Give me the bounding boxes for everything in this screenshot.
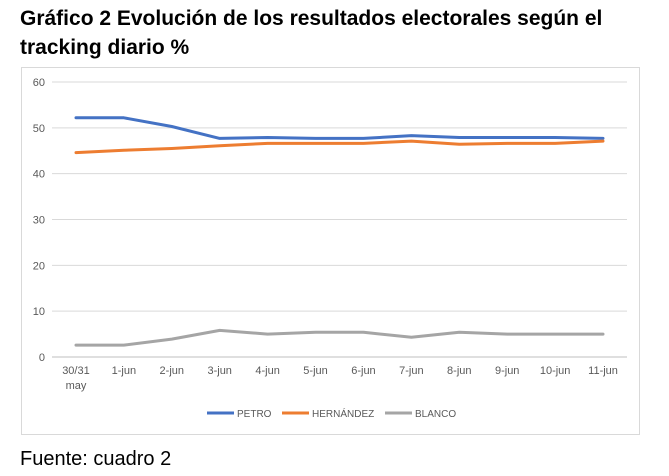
legend-label: HERNÁNDEZ bbox=[312, 407, 374, 420]
y-tick-label: 40 bbox=[33, 169, 45, 181]
y-tick-label: 60 bbox=[33, 77, 45, 89]
x-tick-label: 1-jun bbox=[112, 365, 136, 377]
legend-label: BLANCO bbox=[415, 409, 456, 420]
y-tick-label: 30 bbox=[33, 215, 45, 227]
x-tick-label: 6-jun bbox=[351, 365, 375, 377]
x-tick-label: 10-jun bbox=[540, 365, 571, 377]
x-tick-label: 30/31 may bbox=[62, 365, 90, 392]
x-tick-label: 3-jun bbox=[207, 365, 231, 377]
y-tick-label: 10 bbox=[33, 306, 45, 318]
series-line-hernández bbox=[74, 139, 605, 155]
series-line-petro bbox=[74, 116, 605, 140]
x-tick-label: 8-jun bbox=[447, 365, 471, 377]
x-tick-label: 11-jun bbox=[588, 365, 618, 377]
x-tick-label: 7-jun bbox=[399, 365, 423, 377]
x-tick-label: 9-jun bbox=[495, 365, 519, 377]
legend-label: PETRO bbox=[237, 409, 272, 420]
chart-title: Gráfico 2 Evolución de los resultados el… bbox=[20, 7, 603, 59]
y-tick-label: 20 bbox=[33, 260, 45, 272]
series-line-blanco bbox=[74, 328, 605, 347]
y-tick-label: 50 bbox=[33, 123, 45, 135]
y-tick-label: 0 bbox=[39, 352, 45, 364]
x-tick-label: 2-jun bbox=[160, 365, 184, 377]
chart-area: 0 10 20 30 40 50 60 30/31 may 1-jun 2-jun 3-jun 4-ju… bbox=[21, 67, 640, 435]
line-chart: 0 10 20 30 40 50 60 30/31 may 1-jun 2-jun 3-jun 4-ju… bbox=[33, 77, 627, 420]
source-note: Fuente: cuadro 2 bbox=[20, 448, 172, 470]
x-tick-label: 5-jun bbox=[303, 365, 327, 377]
x-tick-label: 4-jun bbox=[255, 365, 279, 377]
